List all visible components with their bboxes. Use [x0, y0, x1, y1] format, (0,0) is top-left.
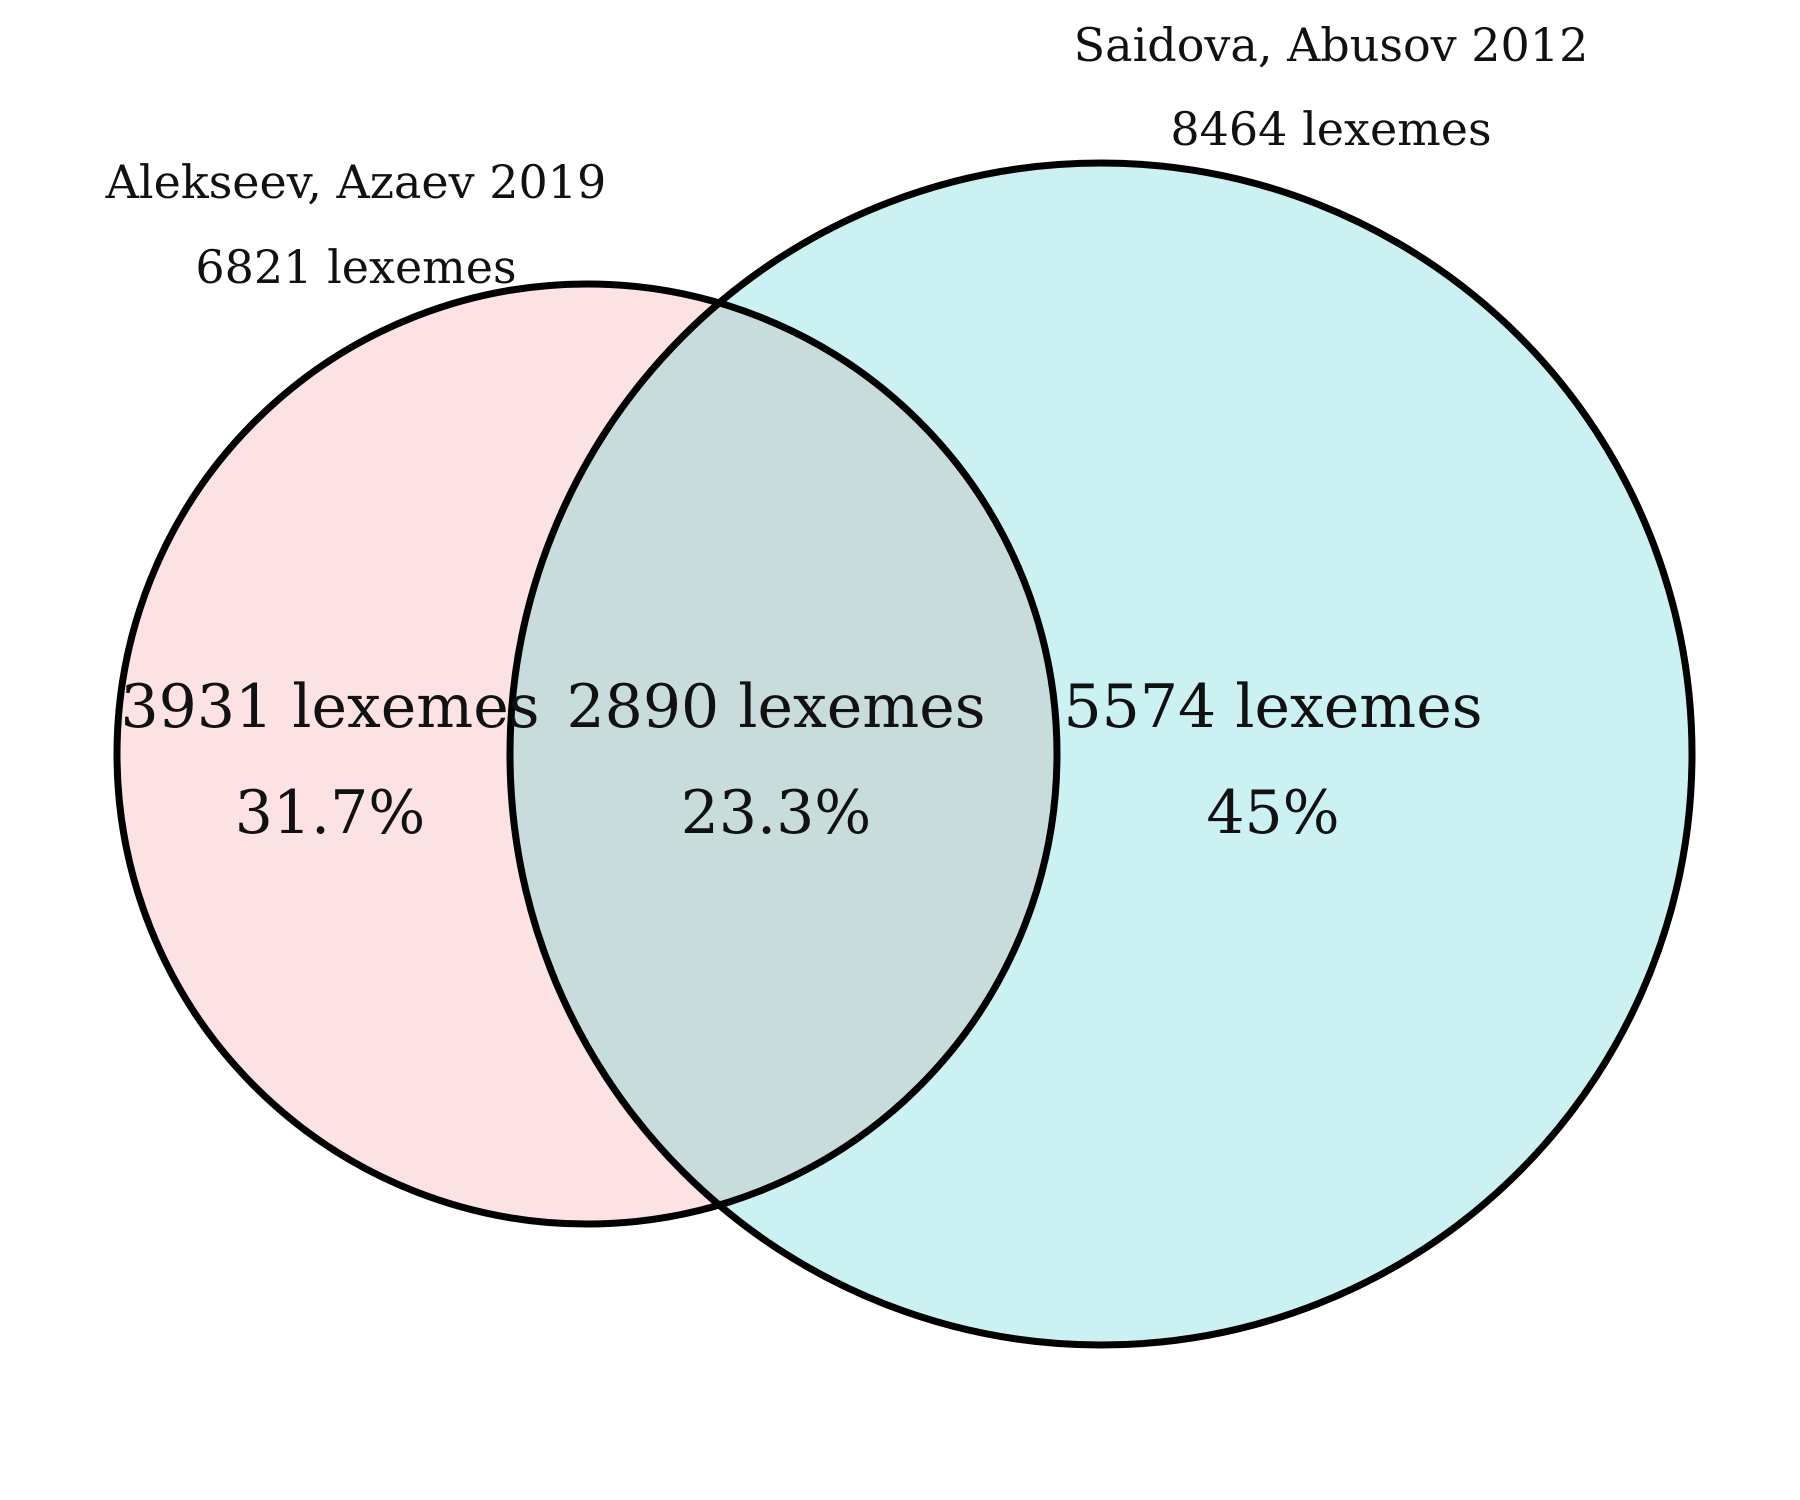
overlap-percent: 23.3%: [681, 778, 872, 848]
right-only-percent: 45%: [1206, 778, 1339, 848]
overlap-region: [510, 284, 1057, 1224]
overlap-count: 2890 lexemes: [566, 672, 985, 742]
set-a-name: Alekseev, Azaev 2019: [105, 155, 607, 209]
left-only-count: 3931 lexemes: [120, 672, 539, 742]
set-b-name: Saidova, Abusov 2012: [1074, 18, 1589, 72]
right-only-count: 5574 lexemes: [1063, 672, 1482, 742]
set-a-outline: [113, 280, 1061, 1228]
set-b-outline: [506, 159, 1696, 1349]
set-b-total: 8464 lexemes: [1170, 102, 1491, 156]
left-only-percent: 31.7%: [235, 778, 426, 848]
set-a-total: 6821 lexemes: [195, 240, 516, 294]
